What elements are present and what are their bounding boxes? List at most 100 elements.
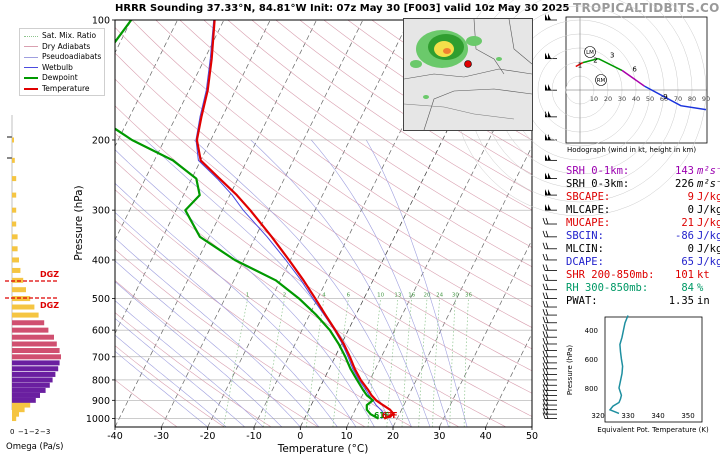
pseudoadiabat [115, 182, 357, 427]
pseudoadiabat [115, 334, 227, 427]
param-value: 226 [675, 178, 694, 190]
pseudoadiabat [311, 139, 449, 427]
isotherm [115, 20, 317, 427]
legend-label: Wetbulb [42, 62, 73, 72]
wind-barb-feather [545, 373, 549, 381]
omega-bar [12, 221, 17, 227]
wind-barb-feather [545, 230, 549, 237]
isotherm [485, 332, 532, 427]
wind-barb-feather [545, 308, 549, 316]
omega-bar [12, 304, 35, 310]
pseudoadiabat [250, 139, 431, 427]
param-unit: J/kg [697, 191, 720, 203]
omega-bar [12, 287, 26, 293]
x-tick-label: -30 [154, 431, 170, 442]
dry-adiabat [131, 20, 532, 308]
dry-adiabat [115, 132, 532, 417]
omega-tick-1: −1 [18, 428, 28, 436]
param-label: DCAPE: [566, 256, 604, 268]
hodo-ring-label: 70 [674, 95, 682, 103]
hodo-ring-label: 20 [604, 95, 612, 103]
omega-bar [12, 207, 17, 213]
wind-barb-feather [542, 337, 546, 345]
hodo-ring-label: 10 [590, 95, 598, 103]
dry-adiabat [115, 27, 532, 328]
dry-adiabat [179, 20, 532, 268]
omega-tick-0: 0 [10, 428, 14, 436]
theta-e-ytick: 800 [585, 385, 598, 393]
omega-bar [12, 397, 36, 403]
wind-barb-feather [542, 368, 546, 375]
wind-barb-feather [545, 379, 549, 386]
omega-bar [12, 327, 49, 333]
wind-barb-feather [545, 362, 549, 369]
omega-bar [12, 137, 14, 143]
mix-ratio-line [332, 298, 349, 427]
wind-barb-feather [542, 384, 546, 391]
wind-barb-feather [545, 384, 549, 391]
legend-swatch [24, 35, 38, 37]
pseudoadiabat [115, 211, 338, 427]
pseudoadiabat [115, 317, 245, 427]
wind-barb-feather [545, 337, 549, 345]
wind-barb-feather [542, 217, 546, 225]
param-value: 1.35 [668, 295, 694, 307]
param-value: 0 [687, 243, 694, 255]
param-row: PWAT: 1.35 in [566, 295, 710, 308]
isotherm [115, 20, 178, 148]
param-value: 9 [687, 191, 694, 203]
mix-ratio-label: 6 [347, 293, 351, 299]
mix-ratio-label: 20 [423, 293, 430, 299]
mix-ratio-label: 10 [377, 293, 384, 299]
legend-swatch [24, 67, 38, 68]
isotherm [115, 20, 225, 241]
y-tick-label: 800 [92, 375, 110, 386]
wind-barb-pennant [548, 154, 551, 161]
dry-adiabat [251, 20, 532, 211]
hodo-ring-label: 60 [660, 95, 668, 103]
param-value: 84 [681, 282, 694, 294]
omega-bar [12, 371, 56, 377]
mix-ratio-line [418, 298, 428, 427]
param-row: SHR 200-850mb: 101 kt [566, 269, 710, 282]
param-label: SRH 0-1km: [566, 165, 630, 177]
param-label: SRH 0-3km: [566, 178, 630, 190]
surface-dewpoint-label: 61F [374, 411, 390, 420]
mix-ratio-line [263, 298, 285, 427]
inset-radar-map[interactable] [403, 18, 533, 131]
dry-adiabat [115, 160, 507, 427]
dry-adiabat [227, 20, 532, 229]
wind-barb-feather [542, 230, 546, 237]
omega-bar [12, 360, 60, 366]
theta-e-xlabel: Equivalent Pot. Temperature (K) [597, 426, 709, 434]
y-tick-label: 900 [92, 396, 110, 407]
hodo-segment [621, 69, 645, 87]
legend-swatch [24, 87, 38, 90]
hodo-ring-label: 80 [688, 95, 696, 103]
dry-adiabat [115, 52, 532, 350]
legend-item: Temperature [24, 84, 90, 94]
pseudoadiabat [366, 139, 468, 427]
omega-bar [12, 411, 19, 417]
pseudoadiabat [115, 300, 264, 427]
param-unit: J/kg [697, 230, 720, 242]
y-tick-label: 700 [92, 352, 110, 363]
wind-barb-pennant [548, 14, 551, 20]
hodo-ring-label: 30 [618, 95, 626, 103]
wind-barb-feather [542, 300, 546, 308]
wind-barb-feather [542, 264, 546, 271]
legend-swatch [24, 46, 38, 47]
mix-ratio-label: 1 [246, 293, 250, 299]
wind-barb-feather [545, 264, 549, 271]
wind-barb-pennant [545, 154, 548, 161]
omega-panel: DGZ DGZ 0 −1 −2 −3 Omega (Pa/s) [5, 115, 63, 452]
mix-ratio-label: 36 [465, 293, 472, 299]
hodo-storm-marker [595, 74, 607, 86]
wind-barb-feather [542, 253, 546, 261]
dry-adiabat [155, 20, 532, 287]
param-unit: J/kg [697, 243, 720, 255]
param-row: SBCAPE: 9 J/kg [566, 191, 720, 204]
surface-temp-label: 63F [382, 411, 398, 420]
